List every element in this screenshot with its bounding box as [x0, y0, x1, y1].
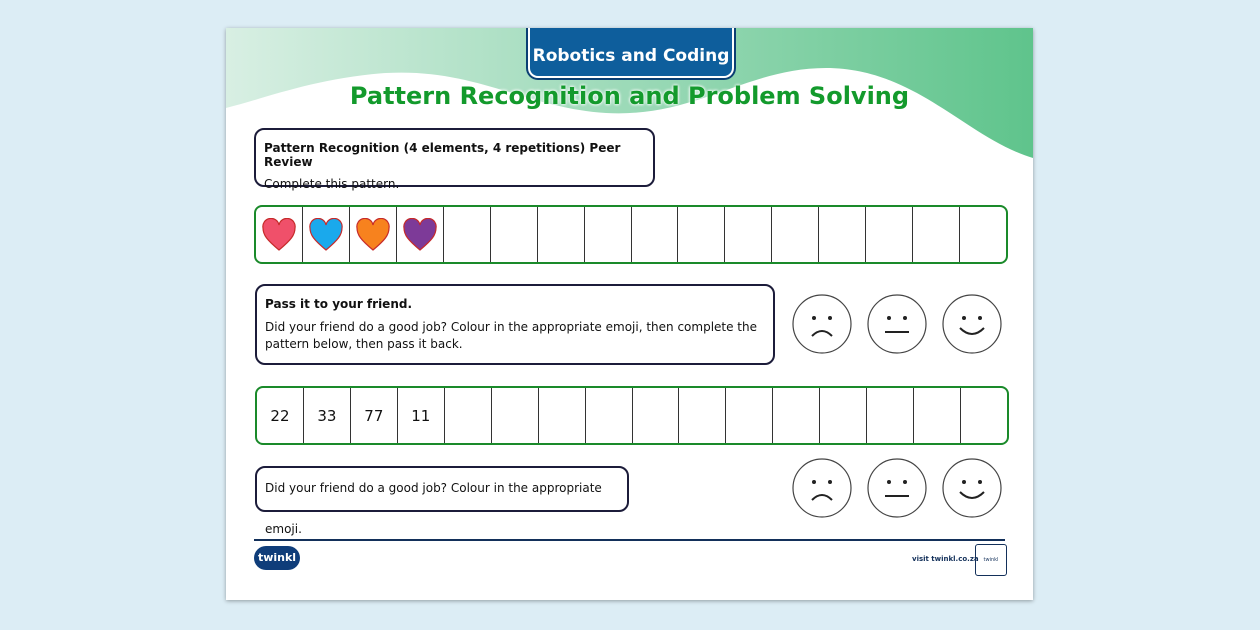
- empty-cell[interactable]: [772, 207, 820, 262]
- heart-icon: [356, 217, 390, 251]
- empty-cell[interactable]: [585, 207, 632, 262]
- empty-cell[interactable]: [960, 207, 1006, 262]
- empty-cell[interactable]: [632, 207, 679, 262]
- approved-badge: twinkl: [975, 544, 1007, 576]
- instruction-box-3: Did your friend do a good job? Colour in…: [255, 466, 629, 536]
- number-cell[interactable]: 77: [351, 388, 398, 443]
- heart-icon: [262, 217, 296, 251]
- heart-cell[interactable]: [397, 207, 444, 262]
- footer-divider: [254, 539, 1005, 541]
- empty-cell[interactable]: [678, 207, 726, 262]
- heart-cell[interactable]: [303, 207, 350, 262]
- box1-text: Complete this pattern.: [264, 177, 400, 191]
- empty-cell[interactable]: [444, 207, 491, 262]
- empty-cell[interactable]: [538, 207, 585, 262]
- pattern-row-numbers: 22 33 77 11: [255, 386, 1009, 445]
- empty-cell[interactable]: [445, 388, 492, 443]
- number-cell[interactable]: 33: [304, 388, 351, 443]
- empty-cell[interactable]: [633, 388, 680, 443]
- empty-cell[interactable]: [866, 207, 914, 262]
- heart-cell[interactable]: [350, 207, 397, 262]
- instruction-box-2: Pass it to your friend. Did your friend …: [255, 284, 775, 365]
- subject-tag: Robotics and Coding: [528, 28, 734, 78]
- empty-cell[interactable]: [819, 207, 867, 262]
- neutral-face-icon[interactable]: [867, 458, 927, 518]
- empty-cell[interactable]: [914, 388, 962, 443]
- heart-icon: [309, 217, 343, 251]
- empty-cell[interactable]: [820, 388, 868, 443]
- sad-face-icon[interactable]: [792, 294, 852, 354]
- heart-icon: [403, 217, 437, 251]
- happy-face-icon[interactable]: [942, 458, 1002, 518]
- twinkl-logo: twinkl: [254, 546, 300, 570]
- empty-cell[interactable]: [492, 388, 539, 443]
- box2-heading: Pass it to your friend.: [265, 297, 413, 311]
- empty-cell[interactable]: [679, 388, 727, 443]
- box1-heading: Pattern Recognition (4 elements, 4 repet…: [264, 141, 621, 169]
- empty-cell[interactable]: [726, 388, 774, 443]
- happy-face-icon[interactable]: [942, 294, 1002, 354]
- page-title: Pattern Recognition and Problem Solving: [349, 82, 910, 110]
- sad-face-icon[interactable]: [792, 458, 852, 518]
- wave-background: [226, 28, 1033, 158]
- empty-cell[interactable]: [725, 207, 773, 262]
- empty-cell[interactable]: [961, 388, 1007, 443]
- empty-cell[interactable]: [913, 207, 961, 262]
- instruction-box-1: Pattern Recognition (4 elements, 4 repet…: [254, 128, 655, 191]
- empty-cell[interactable]: [867, 388, 915, 443]
- number-cell[interactable]: 11: [398, 388, 445, 443]
- box2-text: Did your friend do a good job? Colour in…: [265, 320, 757, 351]
- visit-link[interactable]: visit twinkl.co.za: [912, 555, 979, 563]
- heart-cell[interactable]: [256, 207, 303, 262]
- empty-cell[interactable]: [773, 388, 821, 443]
- box3-text: Did your friend do a good job? Colour in…: [265, 481, 602, 536]
- worksheet: Robotics and Coding Pattern Recognition …: [226, 28, 1033, 600]
- neutral-face-icon[interactable]: [867, 294, 927, 354]
- pattern-row-hearts: [254, 205, 1008, 264]
- empty-cell[interactable]: [491, 207, 538, 262]
- empty-cell[interactable]: [539, 388, 586, 443]
- empty-cell[interactable]: [586, 388, 633, 443]
- number-cell[interactable]: 22: [257, 388, 304, 443]
